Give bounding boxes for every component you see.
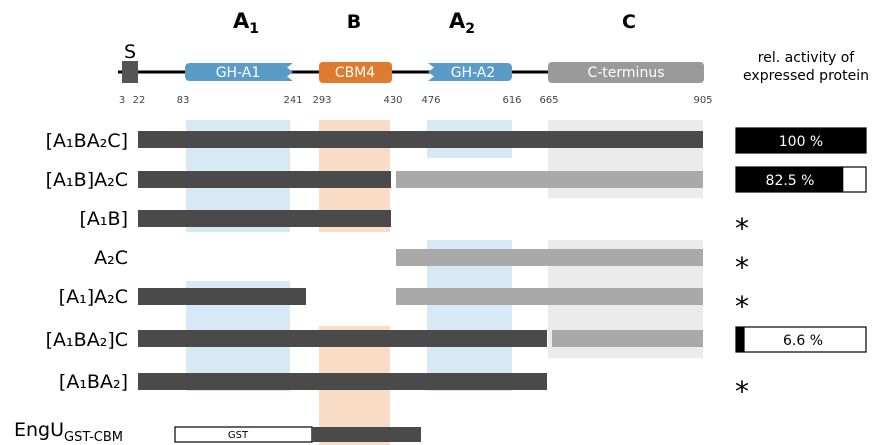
- activity-asterisk: *: [735, 251, 749, 284]
- domain-gh-a2: [428, 63, 512, 81]
- engu-label: EngU: [14, 419, 64, 441]
- header-a1: A1: [233, 9, 259, 37]
- construct-label: [A₁B]A₂C: [46, 169, 128, 191]
- bar-a1ba2-c-dark: [138, 330, 547, 347]
- activity-bar-a1b-a2c: 82.5 %: [735, 166, 867, 193]
- signal-label: S: [124, 41, 136, 63]
- svg-text:EngUGST-CBM: EngUGST-CBM: [14, 419, 123, 445]
- bar-a1b-a2c-light: [396, 171, 703, 188]
- bar-a1b-dark: [138, 210, 391, 227]
- engu-label-subscript: GST-CBM: [64, 430, 123, 445]
- bar-engu-gst-label: GST: [228, 430, 249, 441]
- signal-peptide: [122, 61, 138, 83]
- position-label: 665: [539, 95, 558, 106]
- activity-value: 82.5 %: [766, 173, 815, 189]
- activity-asterisk: *: [735, 375, 749, 408]
- construct-labels: [A₁BA₂C] [A₁B]A₂C [A₁B] A₂C [A₁]A₂C [A₁B…: [46, 130, 128, 393]
- domain-cbm4-label: CBM4: [335, 65, 375, 81]
- header-a2: A2: [449, 9, 475, 37]
- activity-fill: [736, 327, 745, 352]
- bar-a1-a2c-light: [396, 288, 703, 305]
- domain-gh-a1-label: GH-A1: [216, 65, 261, 81]
- protein-architecture: S GH-A1 CBM4 GH-A2 C-terminus: [118, 41, 704, 83]
- construct-bars: GST: [138, 131, 703, 443]
- position-label: 293: [312, 95, 331, 106]
- activity-fill: [736, 167, 844, 192]
- activity-header: rel. activity of expressed protein: [743, 50, 869, 84]
- activity-fill: [736, 128, 866, 153]
- activity-bar-a1ba2-c: 6.6 %: [735, 326, 867, 353]
- domain-cbm4: [319, 62, 392, 83]
- activity-header-line-2: expressed protein: [743, 68, 869, 84]
- residue-positions: 3 22 83 241 293 430 476 616 665 905: [119, 95, 713, 106]
- header-b: B: [347, 11, 361, 33]
- position-label: 3: [119, 95, 125, 106]
- bar-a1ba2-dark: [138, 373, 547, 390]
- activity-header-line-1: rel. activity of: [758, 50, 855, 66]
- construct-label-engu: EngUGST-CBM: [14, 419, 123, 445]
- construct-label: [A₁B]: [80, 208, 128, 230]
- activity-asterisk: *: [735, 212, 749, 245]
- position-label: 905: [693, 95, 712, 106]
- activity-value: 100 %: [779, 134, 823, 150]
- bar-a1ba2-c-light: [552, 330, 703, 347]
- bar-a2c-light: [396, 249, 703, 266]
- construct-label: A₂C: [94, 247, 128, 269]
- position-label: 22: [133, 95, 146, 106]
- construct-label: [A₁BA₂C]: [46, 130, 128, 152]
- activity-value: 6.6 %: [783, 333, 823, 349]
- construct-label: [A₁BA₂]C: [46, 329, 128, 351]
- domain-shading: [186, 120, 703, 445]
- header-c: C: [622, 11, 636, 33]
- position-label: 476: [421, 95, 440, 106]
- position-label: 616: [502, 95, 521, 106]
- position-label: 241: [283, 95, 302, 106]
- bar-a1b-a2c-dark: [138, 171, 391, 188]
- position-label: 430: [383, 95, 402, 106]
- domain-gh-a1: [185, 63, 293, 81]
- domain-c-terminus-label: C-terminus: [587, 65, 664, 81]
- domain-gh-a2-label: GH-A2: [451, 65, 496, 81]
- domain-c-terminus: [548, 62, 704, 83]
- activity-asterisk: *: [735, 290, 749, 323]
- bar-a1-a2c-dark: [138, 288, 306, 305]
- construct-label: [A₁]A₂C: [59, 286, 128, 308]
- construct-label: [A₁BA₂]: [59, 371, 128, 393]
- domain-headers: A1 B A2 C: [233, 9, 636, 37]
- activity-indicators: 100 % 82.5 % * * * 6.6 % *: [735, 127, 867, 408]
- position-label: 83: [177, 95, 190, 106]
- activity-bar-a1ba2c: 100 %: [735, 127, 867, 154]
- bar-a1ba2c-dark: [138, 131, 703, 148]
- bar-engu-cbm: [312, 427, 421, 442]
